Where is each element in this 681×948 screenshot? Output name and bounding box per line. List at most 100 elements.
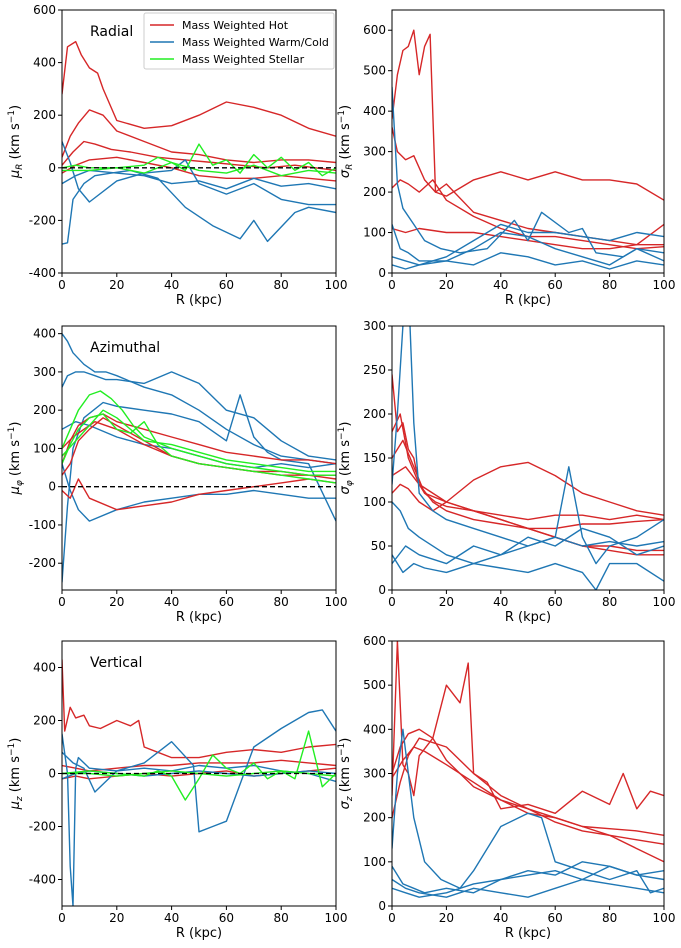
series-hot-2 [62, 140, 336, 172]
y-axis-label: μφ (km s−1) [7, 422, 25, 496]
y-tick-label: 0 [48, 767, 56, 781]
y-tick-label: 0 [378, 899, 386, 913]
panel-mu_r: 0 20 40 60 80 100 -400 -200 0 200 400 600 R (kpc) μR … [7, 3, 347, 308]
series-hot-1 [392, 728, 664, 836]
x-tick-label: 100 [325, 595, 348, 609]
series-warm-6 [392, 223, 664, 266]
y-label-subscript: R [15, 164, 25, 170]
plot-area [392, 326, 664, 590]
series-hot-0 [62, 40, 336, 137]
y-axis-label: μR (km s−1) [7, 105, 25, 179]
x-tick-label: 80 [602, 278, 617, 292]
y-label-exponent: −1 [7, 427, 17, 440]
y-label-symbol: μ [8, 801, 23, 810]
x-tick-label: 0 [58, 278, 66, 292]
series-stellar-8 [62, 161, 336, 177]
y-label-symbol: μ [8, 170, 23, 179]
series-warm-0 [62, 371, 336, 461]
x-tick-label: 20 [109, 278, 124, 292]
x-tick-label: 60 [219, 278, 234, 292]
y-tick-label: 500 [363, 678, 386, 692]
x-tick-label: 80 [274, 595, 289, 609]
legend-label-stellar: Mass Weighted Stellar [182, 53, 305, 66]
panel-mu_z: 0 20 40 60 80 100 -400 -200 0 200 400 R (kpc) μz (km… [7, 640, 348, 941]
plot-area [62, 333, 336, 583]
series-warm-1 [62, 333, 336, 465]
y-label-subscript: z [345, 796, 355, 802]
x-tick-label: 40 [164, 278, 179, 292]
y-tick-label: 400 [363, 104, 386, 118]
panel-title: Azimuthal [90, 340, 160, 356]
x-tick-label: 0 [58, 911, 66, 925]
series-warm-7 [392, 252, 664, 270]
series-hot-1 [392, 461, 664, 516]
y-label-symbol: σ [338, 169, 353, 178]
y-tick-label: 150 [363, 451, 386, 465]
plot-area [62, 40, 336, 245]
y-tick-label: 200 [33, 108, 56, 122]
y-tick-label: 500 [363, 64, 386, 78]
y-label-close: ) [338, 422, 353, 427]
y-tick-label: -400 [29, 266, 56, 280]
x-axis-label: R (kpc) [176, 293, 222, 308]
series-warm-4 [392, 86, 664, 262]
axes-frame [61, 9, 337, 274]
y-tick-label: 200 [363, 407, 386, 421]
x-tick-label: 40 [493, 595, 508, 609]
x-axis-label: R (kpc) [505, 293, 551, 308]
x-tick-label: 0 [388, 911, 396, 925]
y-tick-label: -400 [29, 873, 56, 887]
legend-label-hot: Mass Weighted Hot [182, 19, 289, 32]
y-label-exponent: −1 [337, 110, 347, 123]
series-hot-8 [62, 421, 336, 480]
y-tick-label: -200 [29, 213, 56, 227]
series-hot-0 [392, 374, 664, 521]
y-tick-label: 200 [33, 403, 56, 417]
y-axis-label: σR (km s−1) [337, 105, 355, 178]
series-warm-4 [392, 728, 664, 894]
y-tick-label: 300 [363, 145, 386, 159]
y-label-unit: (km s [338, 756, 353, 797]
x-tick-label: 100 [325, 911, 348, 925]
series-hot-7 [62, 478, 336, 511]
y-tick-label: 0 [48, 480, 56, 494]
y-label-subscript: z [15, 796, 25, 802]
y-label-unit: (km s [338, 123, 353, 164]
y-tick-label: 200 [33, 714, 56, 728]
x-tick-label: 100 [653, 278, 676, 292]
series-stellar-6 [62, 730, 336, 801]
series-hot-3 [62, 156, 336, 182]
series-warm-6 [62, 169, 336, 190]
x-axis-label: R (kpc) [176, 610, 222, 625]
y-label-unit: (km s [8, 440, 23, 481]
series-hot-3 [392, 746, 664, 863]
y-tick-label: 100 [363, 226, 386, 240]
y-label-close: ) [338, 738, 353, 743]
legend-label-warm: Mass Weighted Warm/Cold [182, 36, 329, 49]
x-tick-label: 60 [219, 595, 234, 609]
y-tick-label: 600 [363, 634, 386, 648]
x-tick-label: 60 [548, 278, 563, 292]
x-tick-label: 60 [219, 911, 234, 925]
series-hot-0 [392, 29, 664, 201]
y-tick-label: 0 [378, 583, 386, 597]
x-axis-label: R (kpc) [505, 610, 551, 625]
series-warm-3 [62, 463, 336, 522]
y-label-exponent: −1 [337, 743, 347, 756]
y-tick-label: 400 [33, 327, 56, 341]
x-tick-label: 40 [164, 595, 179, 609]
x-tick-label: 100 [653, 911, 676, 925]
y-tick-label: -200 [29, 820, 56, 834]
y-tick-label: 200 [363, 811, 386, 825]
series-hot-4 [392, 466, 664, 556]
x-tick-label: 80 [602, 595, 617, 609]
y-tick-label: 250 [363, 363, 386, 377]
axes-frame [391, 325, 665, 591]
series-hot-1 [62, 109, 336, 164]
y-tick-label: 400 [33, 56, 56, 70]
x-tick-label: 20 [439, 911, 454, 925]
y-label-close: ) [338, 105, 353, 110]
y-tick-label: 50 [371, 539, 386, 553]
x-tick-label: 40 [164, 911, 179, 925]
